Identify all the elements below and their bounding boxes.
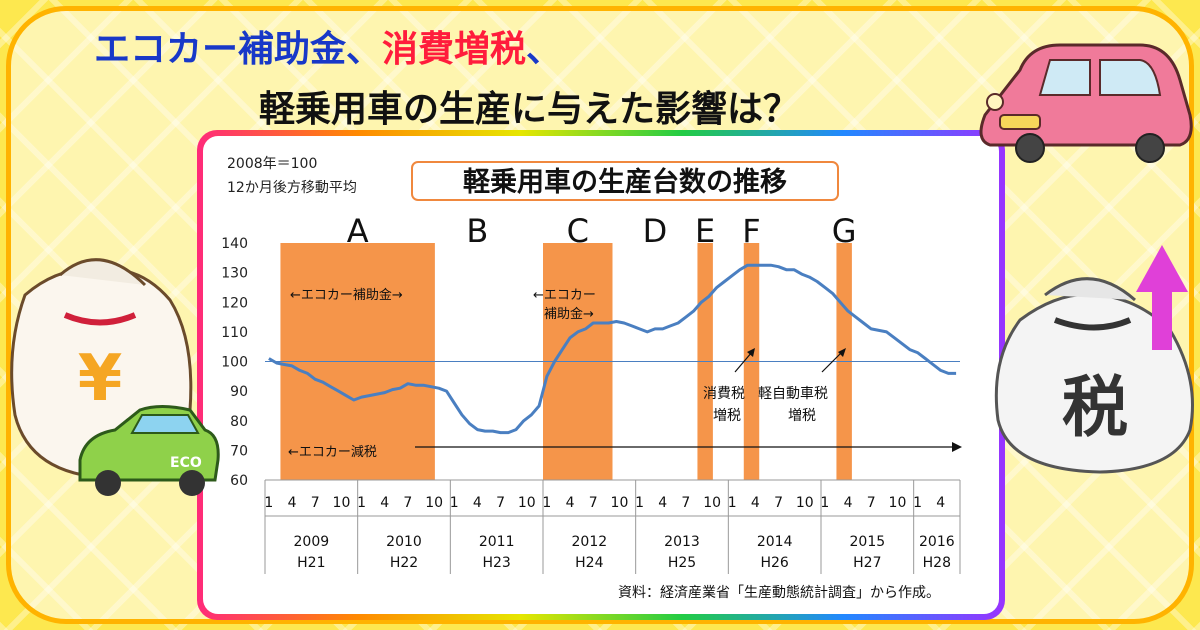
x-month-tick: 10: [518, 495, 536, 511]
y-tick-label: 90: [230, 384, 248, 400]
headline-ecocar: エコカー補助金: [94, 29, 347, 70]
tax-cut-arrow-head: [952, 442, 962, 452]
period-label-b: B: [466, 212, 488, 250]
eco-car-icon: ECO: [78, 405, 220, 496]
x-month-tick: 1: [264, 495, 273, 511]
x-month-tick: 7: [403, 495, 412, 511]
x-month-tick: 10: [611, 495, 629, 511]
x-month-tick: 4: [380, 495, 389, 511]
base-note-2: 12か月後方移動平均: [227, 180, 357, 196]
annotation-kei-tax-2: 増税: [788, 408, 816, 424]
x-era-label: H26: [760, 555, 788, 571]
x-year-label: 2015: [850, 534, 886, 550]
x-month-tick: 4: [936, 495, 945, 511]
period-label-a: A: [347, 212, 369, 250]
x-month-tick: 1: [728, 495, 737, 511]
annotation-ecocar-subsidy-2a: ←エコカー: [533, 288, 596, 303]
y-tick-label: 60: [230, 473, 248, 489]
x-month-tick: 1: [357, 495, 366, 511]
x-year-label: 2014: [757, 534, 793, 550]
x-month-tick: 10: [333, 495, 351, 511]
x-year-label: 2013: [664, 534, 700, 550]
x-era-label: H24: [575, 555, 603, 571]
x-year-label: 2009: [294, 534, 330, 550]
annotation-ecocar-subsidy-2b: 補助金→: [544, 306, 594, 322]
period-label-c: C: [567, 212, 589, 250]
x-year-label: 2011: [479, 534, 515, 550]
period-label-d: D: [643, 212, 668, 250]
x-year-label: 2016: [919, 534, 955, 550]
x-month-tick: 7: [867, 495, 876, 511]
annotation-ecocar-tax-cut: ←エコカー減税: [288, 444, 377, 460]
headline-sep-1: 、: [346, 29, 383, 70]
base-note-1: 2008年＝100: [227, 156, 317, 172]
x-month-tick: 1: [450, 495, 459, 511]
y-tick-label: 110: [221, 325, 248, 341]
pink-car-icon: [979, 43, 1193, 163]
x-month-tick: 10: [425, 495, 443, 511]
x-month-tick: 4: [844, 495, 853, 511]
x-month-tick: 7: [774, 495, 783, 511]
x-era-label: H22: [390, 555, 418, 571]
x-month-tick: 10: [703, 495, 721, 511]
chart-title-box: [411, 161, 839, 201]
kei-tax-arrow-line: [821, 351, 843, 373]
x-month-tick: 1: [913, 495, 922, 511]
headline-line-2: 軽乗用車の生産に与えた影響は？: [245, 78, 814, 134]
x-era-label: H21: [297, 555, 325, 571]
y-tick-label: 70: [230, 443, 248, 459]
chart-title: 軽乗用車の生産台数の推移: [463, 166, 787, 198]
x-month-tick: 10: [796, 495, 814, 511]
x-month-tick: 7: [589, 495, 598, 511]
x-era-label: H28: [923, 555, 951, 571]
tax-bag-icon: 税: [994, 277, 1194, 474]
x-month-tick: 7: [496, 495, 505, 511]
annotation-consumption-tax-2: 増税: [713, 408, 741, 424]
annotation-consumption-tax-1: 消費税: [703, 386, 745, 402]
kei-tax-arrow-head: [838, 348, 846, 357]
y-tick-label: 100: [221, 355, 248, 371]
y-tick-label: 120: [221, 295, 248, 311]
up-arrow-icon: [1136, 245, 1188, 350]
series-line: [268, 263, 957, 435]
x-month-tick: 4: [658, 495, 667, 511]
yen-symbol: ¥: [78, 342, 123, 416]
x-month-tick: 1: [635, 495, 644, 511]
eco-label: ECO: [170, 455, 202, 471]
annotation-kei-tax-1: 軽自動車税: [758, 385, 828, 402]
x-month-tick: 4: [473, 495, 482, 511]
x-era-label: H27: [853, 555, 881, 571]
tax-label: 税: [1062, 369, 1128, 446]
x-month-tick: 1: [820, 495, 829, 511]
x-month-tick: 7: [311, 495, 320, 511]
x-era-label: H23: [482, 555, 510, 571]
chart-plot: 軽乗用車の生産台数の推移 2008年＝100 12か月後方移動平均 A B C D E F G 60…: [221, 156, 962, 601]
period-label-e: E: [695, 212, 715, 250]
period-label-g: G: [832, 212, 857, 250]
consumption-tax-arrow-line: [734, 351, 753, 373]
x-year-label: 2010: [386, 534, 422, 550]
period-label-f: F: [742, 212, 760, 250]
x-month-tick: 1: [542, 495, 551, 511]
x-year-label: 2012: [572, 534, 608, 550]
y-tick-label: 140: [221, 236, 248, 252]
y-tick-label: 80: [230, 414, 248, 430]
headline-question: 軽乗用車の生産に与えた影響は？: [259, 89, 800, 130]
x-month-tick: 4: [288, 495, 297, 511]
x-month-tick: 7: [681, 495, 690, 511]
x-month-tick: 4: [566, 495, 575, 511]
headline-tax: 消費増税: [382, 29, 527, 70]
y-tick-label: 130: [221, 266, 248, 282]
headline-sep-2: 、: [526, 29, 563, 70]
consumption-tax-arrow-head: [747, 348, 755, 357]
x-month-tick: 4: [751, 495, 760, 511]
x-era-label: H25: [668, 555, 696, 571]
chart-source: 資料：経済産業省「生産動態統計調査」から作成。: [618, 585, 940, 601]
annotation-ecocar-subsidy-1: ←エコカー補助金→: [290, 287, 403, 303]
headline-line-1: エコカー補助金、消費増税、: [80, 18, 577, 74]
x-month-tick: 10: [889, 495, 907, 511]
